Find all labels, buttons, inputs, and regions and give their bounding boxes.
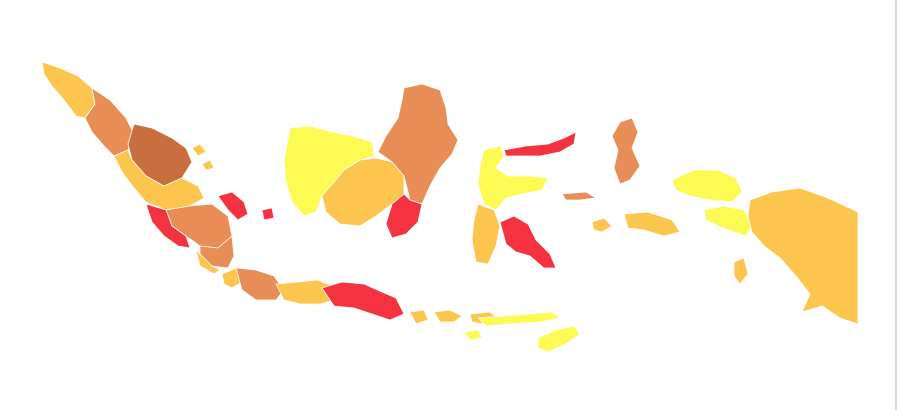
region-south-sulawesi[interactable] [471,203,501,265]
region-west-java[interactable] [235,267,285,301]
region-lampung[interactable] [195,249,221,275]
region-bangka-belitung[interactable] [217,191,275,221]
region-east-nusa-tenggara[interactable] [463,311,581,353]
region-east-kalimantan[interactable] [377,83,459,205]
region-southeast-sulawesi[interactable] [499,215,557,269]
region-east-java[interactable] [321,281,405,321]
region-south-kalimantan[interactable] [385,193,423,239]
region-maluku[interactable] [591,211,749,285]
region-west-sumatra[interactable] [113,149,205,211]
region-north-maluku[interactable] [561,117,641,201]
region-bali[interactable] [409,309,429,325]
region-bengkulu[interactable] [145,203,191,249]
region-central-sulawesi[interactable] [477,145,549,211]
region-west-papua[interactable] [671,169,753,237]
region-north-sulawesi[interactable] [503,131,577,157]
region-aceh[interactable] [41,61,96,119]
region-papua[interactable] [747,187,859,325]
region-riau-islands[interactable] [191,143,215,171]
